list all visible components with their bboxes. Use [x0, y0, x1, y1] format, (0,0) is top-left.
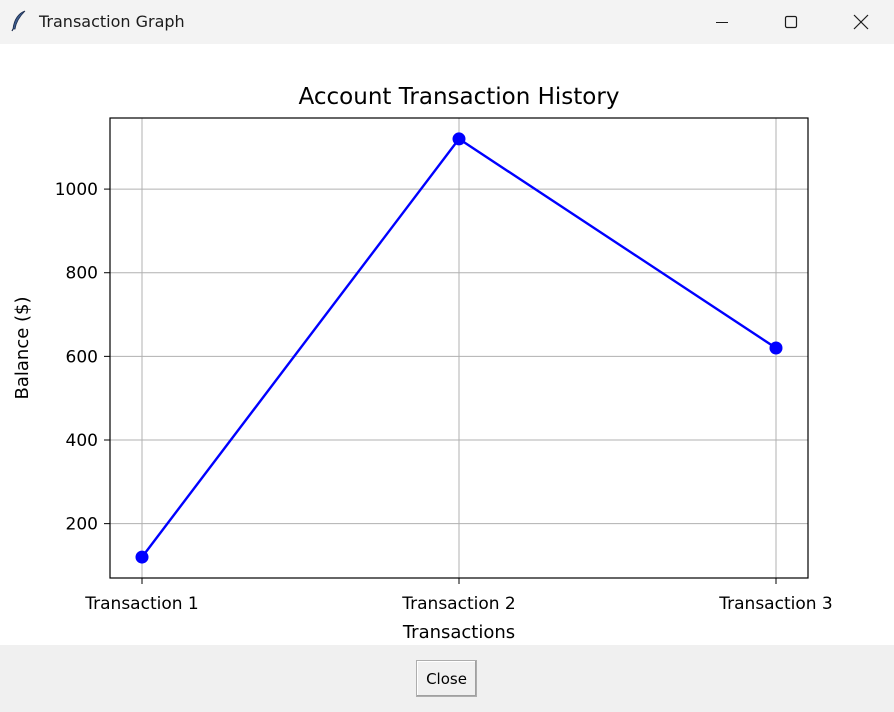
- close-window-button[interactable]: [838, 0, 884, 44]
- series: [135, 132, 783, 564]
- y-tick-label: 400: [66, 431, 98, 451]
- minimize-button[interactable]: [699, 0, 745, 44]
- data-point: [452, 132, 466, 146]
- title-bar[interactable]: Transaction Graph: [0, 0, 894, 44]
- y-axis-label: Balance ($): [12, 296, 33, 399]
- footer-bar: Close: [0, 645, 894, 712]
- feather-icon: [11, 10, 26, 32]
- data-point: [769, 341, 783, 355]
- y-tick-label: 600: [66, 347, 98, 367]
- x-axis-label: Transactions: [402, 622, 515, 643]
- x-tick-label: Transaction 2: [401, 594, 515, 614]
- x-tick-label: Transaction 3: [718, 594, 832, 614]
- maximize-button[interactable]: [768, 0, 814, 44]
- close-icon: [853, 14, 869, 30]
- minimize-icon: [716, 22, 728, 23]
- y-tick-label: 800: [66, 264, 98, 284]
- chart-area: 200 400 600 800 1000 Transaction 1 Transactio…: [0, 44, 894, 645]
- x-tick-label: Transaction 1: [84, 594, 198, 614]
- window-title: Transaction Graph: [39, 12, 185, 31]
- chart-title: Account Transaction History: [299, 84, 620, 110]
- y-tick-label: 200: [66, 515, 98, 535]
- x-axis-ticks: Transaction 1 Transaction 2 Transaction 3: [84, 578, 833, 614]
- y-axis-ticks: 200 400 600 800 1000: [55, 180, 110, 535]
- maximize-icon: [784, 15, 798, 29]
- grid: [110, 118, 808, 578]
- y-tick-label: 1000: [55, 180, 98, 200]
- data-point: [135, 550, 149, 564]
- close-button[interactable]: Close: [416, 660, 477, 697]
